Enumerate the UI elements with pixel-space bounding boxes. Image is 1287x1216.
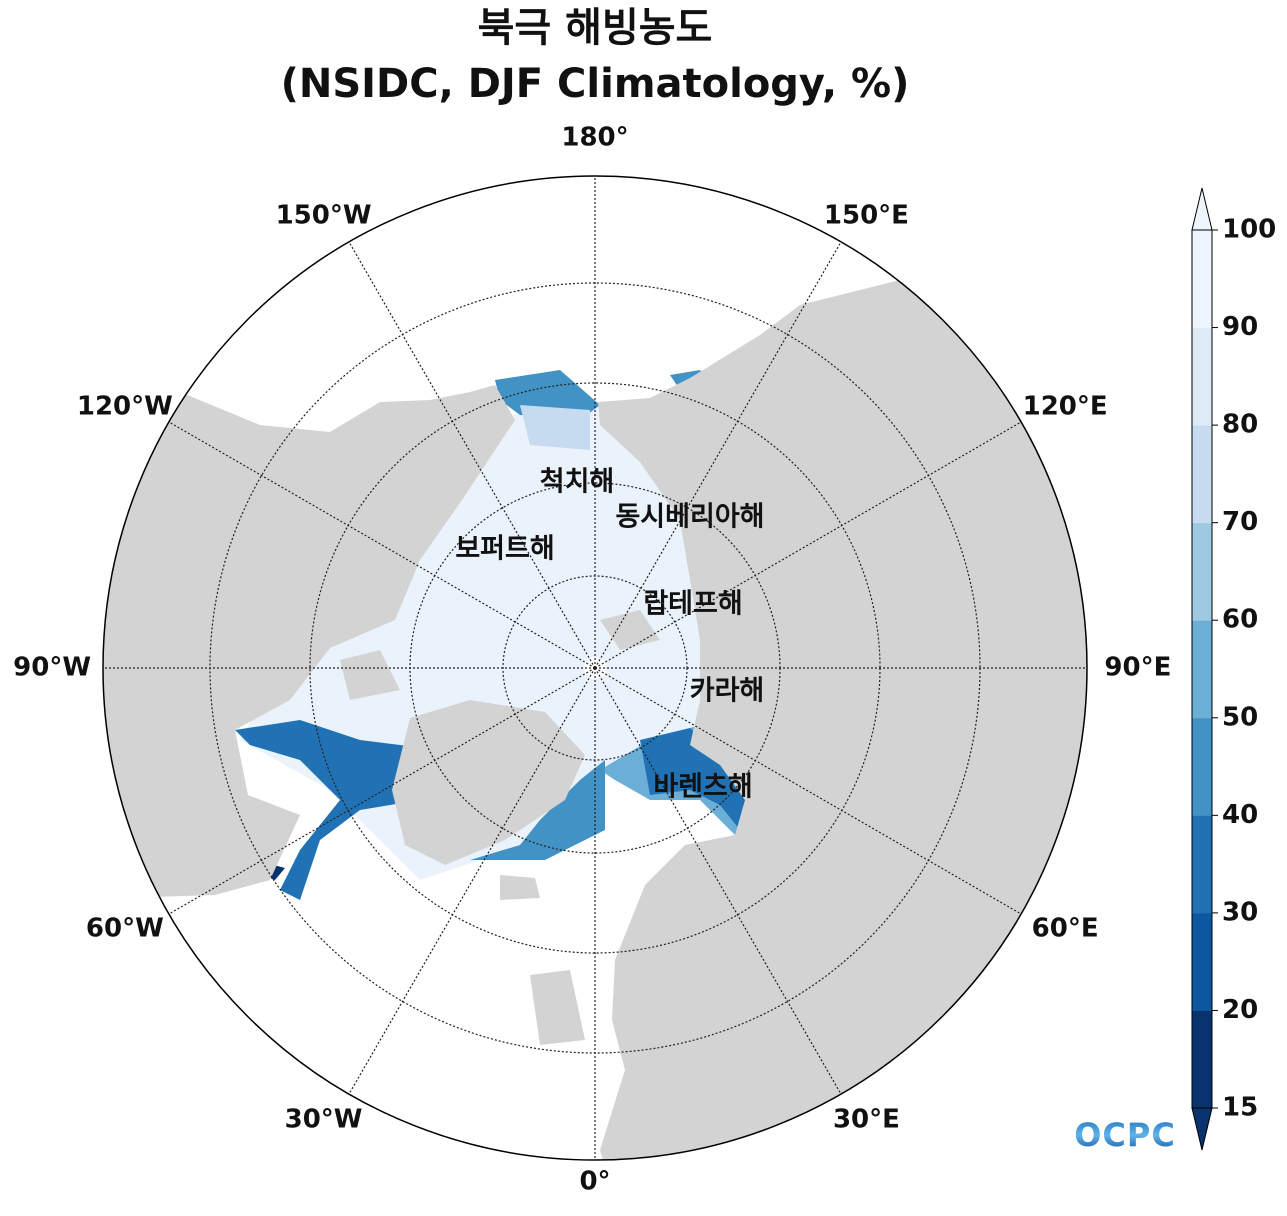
meridian [594, 667, 842, 1095]
lon-label: 120°E [1023, 392, 1108, 422]
colorbar-bin [1192, 620, 1212, 719]
sea-label: 랍테프해 [643, 589, 742, 620]
colorbar-bin [1192, 327, 1212, 426]
colorbar-tick-label: 70 [1222, 507, 1258, 537]
lon-label: 90°W [13, 653, 91, 683]
title: 북극 해빙농도 [478, 5, 713, 51]
lon-label: 90°E [1104, 653, 1171, 683]
lon-label: 60°E [1032, 914, 1099, 944]
colorbar-frame [1191, 229, 1213, 1109]
colorbar-bin [1192, 1010, 1212, 1109]
colorbar-bin [1192, 522, 1212, 621]
colorbar-tick-label: 50 [1222, 702, 1258, 732]
map-body [103, 176, 1087, 1160]
meridian [168, 667, 596, 915]
meridian [594, 421, 1022, 669]
sea-label: 동시베리아해 [615, 502, 764, 533]
colorbar-bin [1192, 717, 1212, 816]
meridian [348, 667, 596, 1095]
ice-edge [520, 405, 590, 450]
ice-edge [640, 728, 750, 830]
colorbar-tick-label: 80 [1222, 410, 1258, 440]
graticule [103, 176, 1087, 1160]
colorbar-bin [1192, 815, 1212, 914]
lon-label: 30°W [285, 1105, 363, 1135]
ice-edge [470, 760, 605, 860]
sea-label: 척치해 [540, 467, 615, 498]
lon-label: 60°W [86, 914, 164, 944]
map-border [102, 175, 1088, 1161]
colorbar-tick-label: 60 [1222, 605, 1258, 635]
lon-label: 0° [579, 1167, 610, 1197]
colorbar-tick-label: 100 [1222, 215, 1276, 245]
colorbar-tick-label: 30 [1222, 897, 1258, 927]
colorbar-bin [1192, 425, 1212, 524]
lon-label: 30°E [833, 1105, 900, 1135]
colorbar-extend-low [1191, 1107, 1213, 1151]
logo: OCPC [1074, 1116, 1176, 1154]
sea-label: 보퍼트해 [455, 534, 554, 565]
colorbar-tick-label: 40 [1222, 800, 1258, 830]
colorbar-extend-high [1191, 187, 1213, 231]
subtitle: (NSIDC, DJF Climatology, %) [281, 61, 910, 107]
colorbar-bin [1192, 230, 1212, 329]
meridian [168, 421, 596, 669]
lon-label: 150°W [276, 200, 372, 230]
meridian [594, 241, 842, 669]
sea-label: 바렌츠해 [653, 772, 752, 803]
lon-label: 120°W [77, 392, 173, 422]
colorbar-tick-label: 15 [1222, 1093, 1258, 1123]
colorbar-tick-label: 90 [1222, 312, 1258, 342]
sea-label: 카라해 [690, 676, 765, 707]
meridian [348, 241, 596, 669]
meridian [594, 667, 1022, 915]
colorbar-bin [1192, 912, 1212, 1011]
colorbar-tick-label: 20 [1222, 995, 1258, 1025]
lon-label: 150°E [824, 200, 909, 230]
lon-label: 180° [561, 123, 628, 153]
